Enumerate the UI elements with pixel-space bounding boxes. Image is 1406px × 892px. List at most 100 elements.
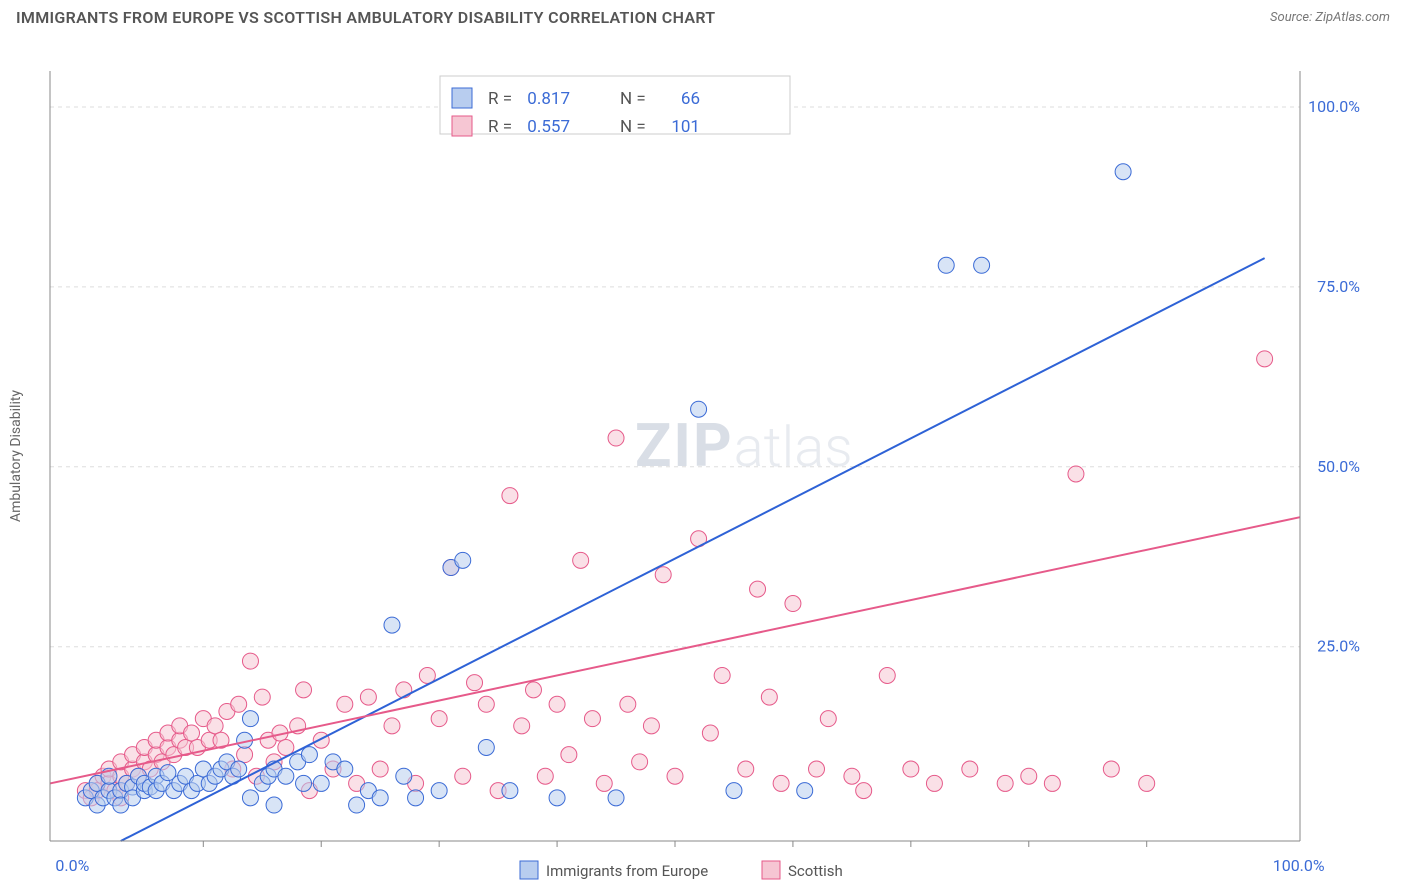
trend-line xyxy=(50,517,1300,783)
scatter-point xyxy=(750,581,766,597)
scatter-point xyxy=(785,596,801,612)
y-tick-label: 100.0% xyxy=(1308,97,1360,116)
scatter-point xyxy=(1044,775,1060,791)
scatter-point xyxy=(231,761,247,777)
scatter-point xyxy=(408,790,424,806)
scatter-point xyxy=(396,768,412,784)
scatter-point xyxy=(573,552,589,568)
x-tick-label: 100.0% xyxy=(1273,856,1325,875)
scatter-point xyxy=(502,488,518,504)
bottom-legend-label: Immigrants from Europe xyxy=(546,862,708,880)
scatter-point xyxy=(1068,466,1084,482)
scatter-point xyxy=(974,257,990,273)
scatter-point xyxy=(596,775,612,791)
scatter-point xyxy=(632,754,648,770)
chart-title: IMMIGRANTS FROM EUROPE VS SCOTTISH AMBUL… xyxy=(16,8,715,27)
scatter-point xyxy=(455,552,471,568)
scatter-point xyxy=(242,653,258,669)
scatter-point xyxy=(997,775,1013,791)
scatter-point xyxy=(254,689,270,705)
scatter-point xyxy=(537,768,553,784)
legend-r-value: 0.557 xyxy=(527,117,570,137)
scatter-point xyxy=(384,617,400,633)
scatter-point xyxy=(337,761,353,777)
scatter-point xyxy=(1115,164,1131,180)
scatter-point xyxy=(231,696,247,712)
scatter-point xyxy=(962,761,978,777)
scatter-point xyxy=(478,696,494,712)
x-tick-label: 0.0% xyxy=(55,856,89,875)
scatter-point xyxy=(655,567,671,583)
scatter-point xyxy=(514,718,530,734)
legend-r-label: R = xyxy=(488,89,512,109)
legend-n-label: N = xyxy=(620,117,646,137)
legend-n-value: 66 xyxy=(681,89,700,109)
scatter-point xyxy=(584,711,600,727)
scatter-point xyxy=(313,775,329,791)
scatter-point xyxy=(242,790,258,806)
scatter-point xyxy=(561,747,577,763)
y-tick-label: 25.0% xyxy=(1317,637,1360,656)
scatter-point xyxy=(667,768,683,784)
scatter-point xyxy=(360,689,376,705)
chart-header: IMMIGRANTS FROM EUROPE VS SCOTTISH AMBUL… xyxy=(0,0,1406,31)
legend-swatch xyxy=(452,116,472,136)
bottom-legend-swatch xyxy=(520,861,538,879)
scatter-point xyxy=(349,797,365,813)
scatter-point xyxy=(467,675,483,691)
legend-r-value: 0.817 xyxy=(527,89,570,109)
scatter-point xyxy=(820,711,836,727)
scatter-point xyxy=(242,711,258,727)
scatter-point xyxy=(396,682,412,698)
correlation-scatter-chart: 25.0% 50.0% 75.0% 100.0% ZIPatlas 0.0% 100.0% A… xyxy=(0,31,1406,881)
scatter-point xyxy=(431,783,447,799)
scatter-point xyxy=(301,747,317,763)
scatter-point xyxy=(773,775,789,791)
chart-source: Source: ZipAtlas.com xyxy=(1270,10,1390,25)
scatter-point xyxy=(431,711,447,727)
scatter-point xyxy=(643,718,659,734)
legend-r-label: R = xyxy=(488,117,512,137)
scatter-point xyxy=(313,732,329,748)
scatter-point xyxy=(797,783,813,799)
scatter-point xyxy=(372,790,388,806)
scatter-point xyxy=(856,783,872,799)
scatter-point xyxy=(1257,351,1273,367)
legend-swatch xyxy=(452,88,472,108)
scatter-point xyxy=(608,430,624,446)
scatter-point xyxy=(738,761,754,777)
scatter-point xyxy=(1021,768,1037,784)
scatter-point xyxy=(1103,761,1119,777)
scatter-point xyxy=(1139,775,1155,791)
scatter-point xyxy=(608,790,624,806)
legend-n-value: 101 xyxy=(671,117,700,137)
scatter-point xyxy=(761,689,777,705)
scatter-point xyxy=(478,739,494,755)
scatter-point xyxy=(809,761,825,777)
scatter-point xyxy=(903,761,919,777)
scatter-point xyxy=(549,696,565,712)
scatter-point xyxy=(702,725,718,741)
watermark: ZIPatlas xyxy=(635,410,853,481)
scatter-point xyxy=(714,667,730,683)
scatter-point xyxy=(278,768,294,784)
scatter-point xyxy=(296,775,312,791)
scatter-point xyxy=(455,768,471,784)
y-axis-label: Ambulatory Disability xyxy=(8,390,24,522)
scatter-point xyxy=(296,682,312,698)
y-tick-label: 75.0% xyxy=(1317,277,1360,296)
scatter-point xyxy=(844,768,860,784)
scatter-point xyxy=(926,775,942,791)
scatter-point xyxy=(184,725,200,741)
bottom-legend-swatch xyxy=(762,861,780,879)
scatter-point xyxy=(938,257,954,273)
scatter-point xyxy=(691,401,707,417)
y-tick-label: 50.0% xyxy=(1317,457,1360,476)
scatter-point xyxy=(372,761,388,777)
scatter-point xyxy=(384,718,400,734)
scatter-point xyxy=(549,790,565,806)
bottom-legend-label: Scottish xyxy=(788,862,843,880)
trend-line xyxy=(121,258,1265,841)
legend-n-label: N = xyxy=(620,89,646,109)
scatter-point xyxy=(879,667,895,683)
